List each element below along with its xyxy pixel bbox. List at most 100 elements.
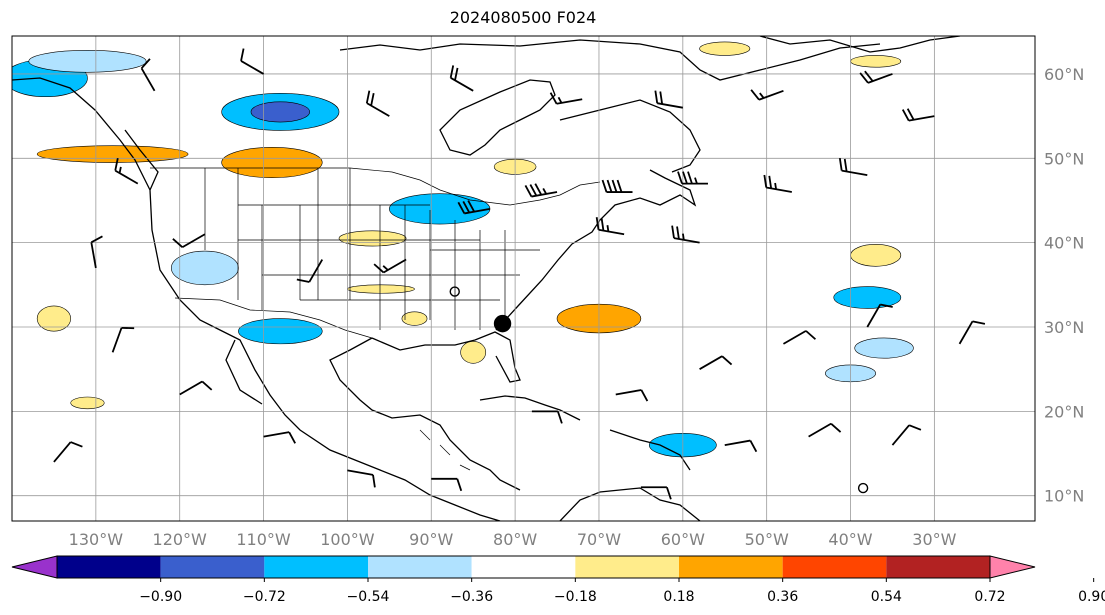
map-title: 2024080500 F024	[449, 8, 597, 27]
longitude-tick-label: 100°W	[320, 530, 375, 549]
us-canada-border	[150, 167, 601, 206]
latitude-tick-label: 10°N	[1044, 487, 1084, 506]
longitude-tick-label: 130°W	[69, 530, 124, 549]
longitude-tick-label: 40°W	[828, 530, 872, 549]
latitude-tick-label: 40°N	[1044, 234, 1084, 253]
wind-barb	[838, 158, 868, 177]
wind-barb	[114, 158, 139, 185]
coastline-layer	[12, 36, 961, 521]
longitude-tick-label: 70°W	[577, 530, 621, 549]
colorbar-segment	[57, 556, 161, 578]
wind-barb	[808, 422, 842, 438]
wind-barb	[615, 389, 649, 402]
contour-blob	[389, 193, 491, 225]
contour-blob	[850, 55, 902, 68]
wind-barb	[449, 65, 474, 92]
north-america-coastline	[12, 77, 697, 521]
wind-barb	[671, 225, 700, 244]
contour-blob	[401, 311, 428, 326]
colorbar-segment	[886, 556, 990, 578]
circle-marker-west	[449, 286, 460, 297]
contour-blob	[171, 250, 239, 286]
wind-barb	[640, 486, 672, 500]
contour-blob	[460, 341, 487, 364]
contour-blob	[36, 305, 71, 332]
colorbar-extend-low	[11, 555, 58, 579]
wind-barb	[524, 183, 558, 198]
colorbar-tick-label: −0.72	[243, 589, 286, 605]
wind-barb	[111, 326, 135, 353]
wind-barb	[457, 200, 491, 215]
wind-barb	[595, 217, 625, 236]
storm-center-dot	[493, 314, 512, 333]
longitude-tick-label: 80°W	[493, 530, 537, 549]
hudson-bay-coastline	[439, 79, 556, 156]
wind-barb	[763, 174, 792, 193]
colorbar-tick-label: 0.90	[1078, 589, 1105, 605]
contour-blob	[250, 101, 310, 123]
wind-barb	[782, 330, 817, 345]
colorbar-tick-label: 0.72	[974, 589, 1005, 605]
greenland-coastline	[759, 36, 961, 53]
contour-blob	[238, 318, 323, 345]
colorbar-segment	[471, 556, 576, 578]
wind-barb	[866, 303, 893, 328]
wind-barb	[654, 90, 683, 109]
wind-barb	[750, 89, 784, 101]
colorbar-segment	[160, 556, 265, 578]
circle-marker-east	[857, 482, 869, 494]
contour-blob	[36, 145, 189, 163]
wind-barb	[531, 410, 563, 424]
wind-barb	[431, 477, 463, 492]
gridlines	[12, 36, 1035, 521]
us-state-borders	[204, 168, 540, 330]
wind-barb	[373, 258, 407, 274]
colorbar-segment	[368, 556, 472, 578]
wind-barb	[296, 259, 324, 283]
colorbar-tick-label: 0.36	[767, 589, 798, 605]
colorbar-segment	[264, 556, 368, 578]
longitude-tick-label: 110°W	[236, 530, 291, 549]
wind-barb	[549, 92, 583, 105]
wind-barb	[90, 235, 103, 269]
wind-barb	[347, 469, 376, 488]
colorbar: −0.90 −0.72 −0.54 −0.36 −0.18 0.18 0.36 0.54 0.7…	[11, 555, 1105, 605]
wind-barb	[240, 48, 265, 75]
wind-barb	[859, 70, 893, 84]
contour-blob	[347, 284, 415, 294]
political-borders-layer	[150, 167, 601, 471]
contour-blob	[221, 147, 323, 179]
wind-barb	[365, 90, 390, 117]
contour-blob	[699, 41, 751, 56]
colorbar-tick-label: 0.54	[871, 589, 902, 605]
wind-barb	[891, 424, 922, 446]
latitude-tick-label: 30°N	[1044, 318, 1084, 337]
wind-barb	[601, 179, 633, 193]
wind-barb	[53, 441, 83, 463]
longitude-tick-label: 30°W	[912, 530, 956, 549]
wind-barb	[140, 58, 156, 92]
map-frame	[11, 35, 1036, 522]
longitude-tick-label: 90°W	[409, 530, 453, 549]
contour-blob	[850, 244, 902, 267]
colorbar-tick-label: 0.18	[663, 589, 694, 605]
marker-layer	[449, 286, 869, 494]
wind-barb	[901, 108, 935, 122]
colorbar-frame	[56, 555, 991, 579]
wind-barb	[172, 233, 206, 248]
wind-barb	[958, 320, 986, 345]
latitude-tick-label: 60°N	[1044, 65, 1084, 84]
contour-blob	[28, 50, 147, 73]
latitude-tick-label: 50°N	[1044, 149, 1084, 168]
wind-barb	[263, 431, 296, 444]
colorbar-tick-label: −0.18	[554, 589, 597, 605]
colorbar-tick-label: −0.90	[139, 589, 182, 605]
contour-blob	[833, 286, 902, 309]
longitude-tick-label: 60°W	[661, 530, 705, 549]
latitude-tick-label: 20°N	[1044, 402, 1084, 421]
central-america-borders	[419, 429, 471, 471]
colorbar-segment	[679, 556, 783, 578]
wind-barb	[724, 439, 758, 453]
south-america-coastline	[559, 487, 701, 521]
